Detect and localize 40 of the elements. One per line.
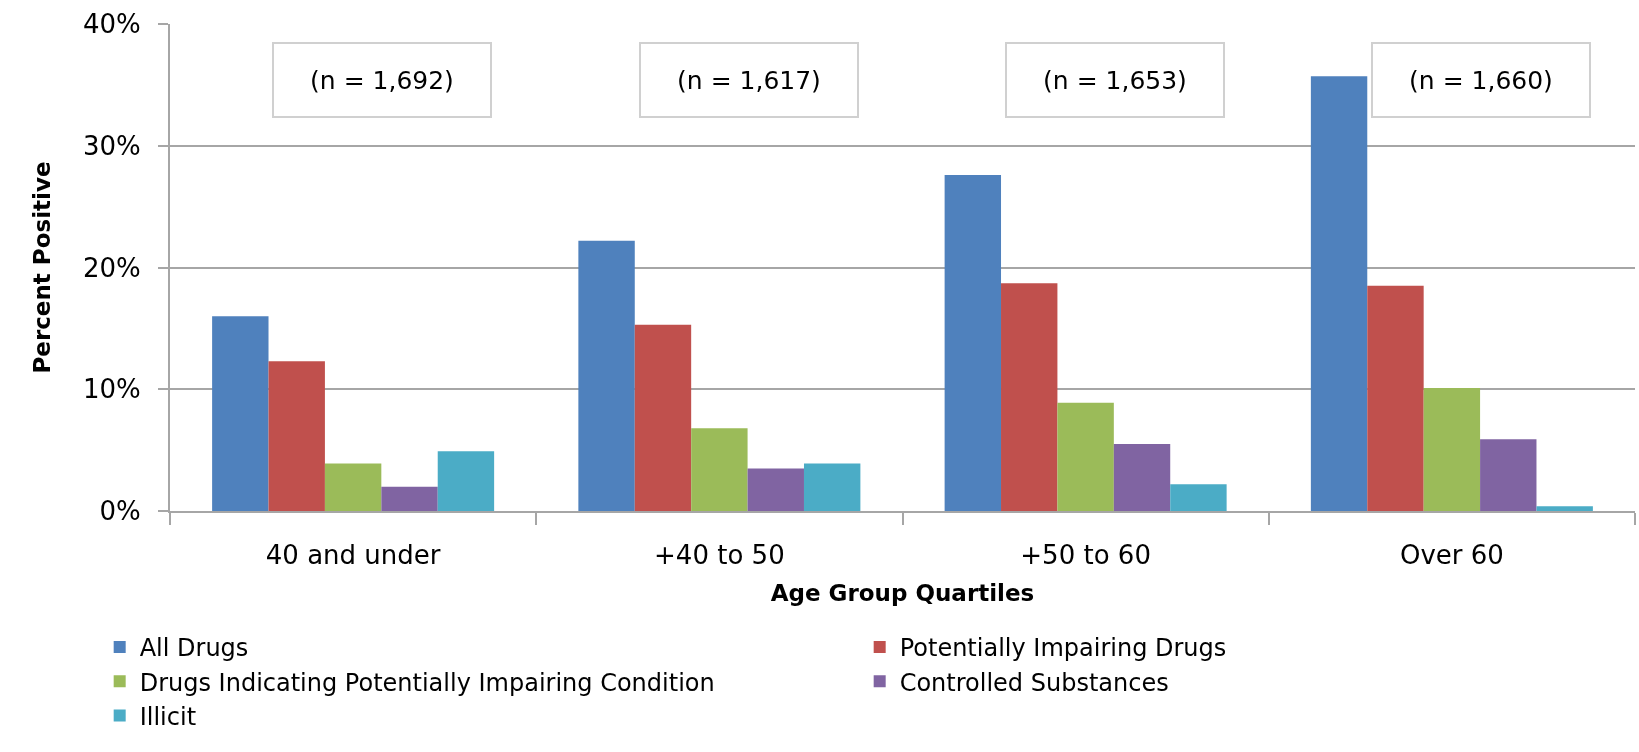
x-axis-title: Age Group Quartiles xyxy=(770,580,1035,607)
bar xyxy=(1536,506,1593,511)
bar xyxy=(803,463,861,511)
x-tick-label: +50 to 60 xyxy=(1020,540,1151,571)
bar xyxy=(944,174,1002,511)
bar xyxy=(1367,285,1424,511)
bar xyxy=(747,468,804,511)
bar xyxy=(268,361,325,511)
y-tick-label: 40% xyxy=(83,9,141,40)
bar xyxy=(212,316,269,511)
annotation: (n = 1,692) xyxy=(310,65,454,95)
bar xyxy=(1170,484,1227,511)
y-tick-label: 10% xyxy=(83,374,141,405)
x-tick-label: +40 to 50 xyxy=(654,540,785,571)
bar xyxy=(1423,388,1481,511)
annotation: (n = 1,617) xyxy=(677,65,821,95)
y-tick-label: 0% xyxy=(99,496,141,527)
bar xyxy=(578,240,635,511)
annotation: (n = 1,653) xyxy=(1043,65,1187,95)
bar xyxy=(324,463,382,511)
legend-label: Potentially Impairing Drugs xyxy=(899,634,1227,663)
bar xyxy=(381,486,438,511)
legend-label: All Drugs xyxy=(139,634,249,663)
bar xyxy=(1001,283,1058,511)
bar xyxy=(634,324,692,511)
legend-label: Illicit xyxy=(139,702,197,731)
bar xyxy=(1310,76,1368,511)
bar xyxy=(1113,444,1171,511)
bar xyxy=(691,428,748,511)
bar xyxy=(1480,439,1537,511)
bar xyxy=(437,451,495,511)
legend-label: Controlled Substances xyxy=(899,668,1169,697)
y-tick-label: 20% xyxy=(83,252,141,283)
legend-label: Drugs Indicating Potentially Impairing Condition xyxy=(139,668,715,697)
x-tick-label: 40 and under xyxy=(265,540,441,571)
annotation: (n = 1,660) xyxy=(1409,65,1553,95)
bar xyxy=(1057,402,1114,511)
y-tick-label: 30% xyxy=(83,130,141,161)
x-tick-label: Over 60 xyxy=(1399,540,1504,571)
y-axis-title: Percent Positive xyxy=(28,161,55,374)
